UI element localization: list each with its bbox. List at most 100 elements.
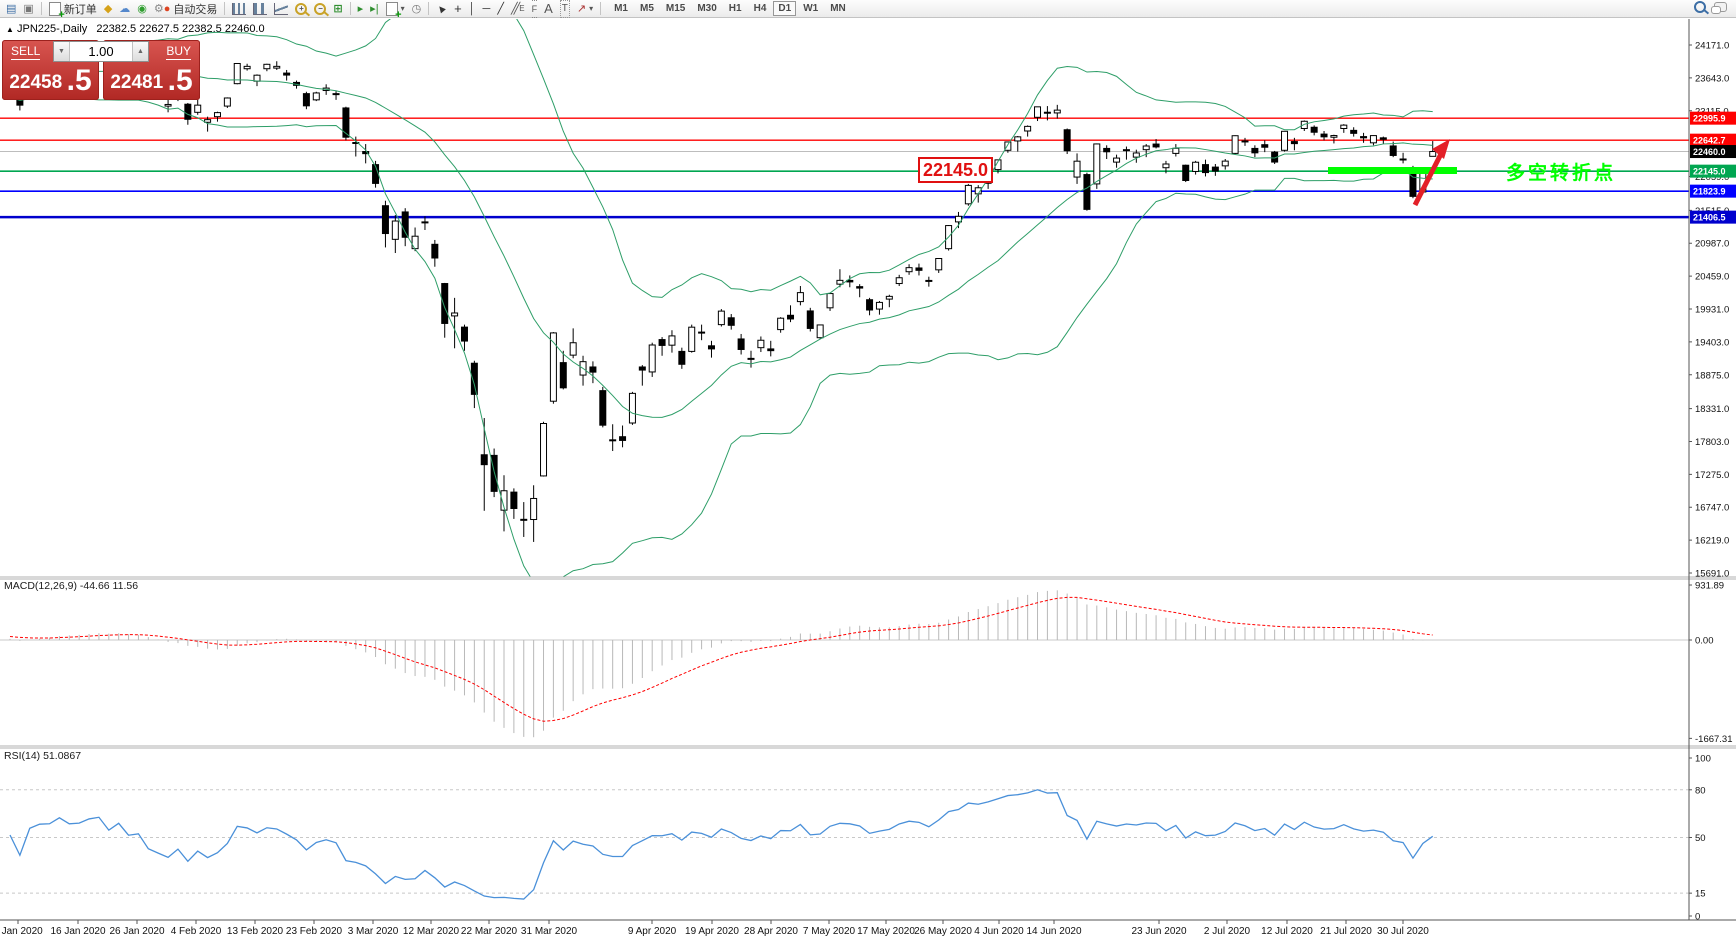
candle	[1113, 157, 1121, 163]
macd-indicator-label: MACD(12,26,9) -44.66 11.56	[4, 580, 139, 592]
candle	[1063, 129, 1071, 152]
chart-canvas[interactable]: 24171.023643.023115.022059.021515.020987…	[0, 18, 1736, 944]
tf-h4[interactable]: H4	[753, 3, 767, 14]
fibonacci-icon[interactable]: F	[529, 0, 541, 18]
profiles-icon[interactable]: ◷	[411, 2, 422, 15]
open-value: 22382.5	[96, 23, 137, 35]
candle	[1221, 160, 1229, 167]
candle	[638, 366, 646, 371]
chart-shift-icon[interactable]: ▸|	[370, 2, 379, 15]
low-value: 22382.5	[182, 23, 222, 35]
zoom-out-icon[interactable]: −	[311, 1, 329, 17]
new-order-icon	[48, 1, 65, 21]
price-tick-label: 18875.0	[1695, 370, 1729, 381]
tf-w1[interactable]: W1	[803, 3, 819, 14]
candle	[490, 454, 498, 492]
search-icon[interactable]	[1694, 1, 1706, 16]
price-tick-label: 20459.0	[1695, 272, 1729, 283]
market-watch-icon[interactable]: ▤	[6, 2, 17, 15]
autotrading-button[interactable]: ⚙● 自动交易	[151, 1, 221, 17]
tf-m15[interactable]: M15	[665, 3, 686, 14]
date-tick-label: 4 Feb 2020	[171, 926, 222, 937]
equidistant-channel-icon[interactable]: ╱╱ E	[510, 2, 525, 15]
tile-windows-icon[interactable]: ⊞	[333, 2, 343, 15]
candle	[342, 107, 350, 138]
price-pane	[0, 19, 1689, 577]
candle	[1083, 174, 1091, 210]
candle	[895, 277, 903, 285]
candle	[875, 301, 883, 310]
candle	[1251, 147, 1259, 154]
mql5-community-icon[interactable]: ☁	[119, 2, 131, 15]
price-tick-label: 17275.0	[1695, 470, 1729, 481]
cursor-icon[interactable]: ▲	[433, 0, 450, 17]
new-order-button[interactable]: 新订单	[46, 1, 100, 21]
rsi-tick-label: 50	[1695, 833, 1706, 844]
buy-button[interactable]: BUY 22481 .5	[103, 40, 200, 100]
crosshair-icon[interactable]: +	[454, 0, 462, 16]
candle	[1192, 161, 1200, 172]
candle	[935, 258, 943, 271]
candle	[431, 243, 439, 259]
tf-m5[interactable]: M5	[639, 3, 654, 14]
candle	[213, 112, 221, 118]
one-click-trading-panel: SELL 22458 .5 BUY 22481 .5 ▼ 1.00 ▲	[2, 40, 200, 100]
candle	[1241, 140, 1249, 143]
auto-scroll-icon[interactable]: ▸	[357, 2, 364, 15]
macd-tick-label: 931.89	[1695, 581, 1724, 592]
candle	[1043, 111, 1051, 114]
tf-d1[interactable]: D1	[773, 1, 797, 16]
arrows-icon[interactable]: ↗ ▾	[576, 2, 594, 15]
volume-up-button[interactable]: ▲	[132, 42, 148, 61]
horizontal-line-icon[interactable]: ─	[482, 2, 491, 15]
bars-chart-icon[interactable]	[229, 1, 249, 17]
vertical-line-icon[interactable]: │	[468, 2, 476, 15]
candle	[243, 65, 251, 70]
candle	[964, 184, 972, 205]
candle	[678, 350, 686, 365]
zoom-in-icon[interactable]: +	[292, 1, 310, 17]
candlestick-chart-icon[interactable]	[250, 1, 270, 17]
date-tick-label: 16 Jan 2020	[50, 926, 105, 937]
candle	[737, 338, 745, 350]
new-chart-icon[interactable]: ▾	[383, 1, 408, 21]
price-callout-label[interactable]: 22145.0	[918, 157, 994, 183]
text-icon[interactable]: A	[544, 0, 553, 16]
candle	[253, 74, 261, 82]
line-chart-icon[interactable]	[271, 1, 291, 17]
text-label-icon[interactable]: T	[557, 0, 573, 18]
candle	[1231, 135, 1239, 154]
candle	[1399, 158, 1407, 161]
volume-value[interactable]: 1.00	[88, 44, 114, 59]
tf-m30[interactable]: M30	[697, 3, 717, 14]
svg-text:21823.9: 21823.9	[1693, 187, 1726, 197]
price-tick-label: 20987.0	[1695, 239, 1729, 250]
candle	[500, 490, 508, 511]
tf-mn[interactable]: MN	[830, 3, 846, 14]
candle	[470, 362, 478, 395]
tf-m1[interactable]: M1	[614, 3, 628, 14]
tf-h1[interactable]: H1	[728, 3, 742, 14]
separator	[428, 2, 430, 15]
metaeditor-icon[interactable]: ◆	[103, 2, 113, 15]
candle	[302, 93, 310, 107]
macd-signal-line	[9, 596, 1433, 722]
trendline-icon[interactable]: ╱	[497, 2, 504, 15]
candle	[1142, 145, 1150, 151]
signals-icon[interactable]: ◉	[137, 2, 147, 15]
candle	[16, 99, 24, 106]
date-tick-label: 12 Mar 2020	[403, 926, 460, 937]
price-tick-label: 16219.0	[1695, 536, 1729, 547]
up-arrow-head[interactable]	[1432, 139, 1450, 159]
candle	[223, 97, 231, 107]
collapse-icon[interactable]: ▲	[6, 25, 14, 34]
date-tick-label: 3 Mar 2020	[348, 926, 399, 937]
data-window-icon[interactable]: ▣	[23, 2, 34, 15]
volume-down-button[interactable]: ▼	[54, 42, 70, 61]
chat-icon[interactable]	[1711, 2, 1727, 15]
turning-point-text[interactable]: 多空转折点	[1506, 163, 1617, 184]
candle	[747, 357, 755, 360]
up-arrow-shaft[interactable]	[1412, 148, 1446, 207]
candle	[1261, 144, 1269, 148]
date-tick-label: 4 Jun 2020	[974, 926, 1024, 937]
